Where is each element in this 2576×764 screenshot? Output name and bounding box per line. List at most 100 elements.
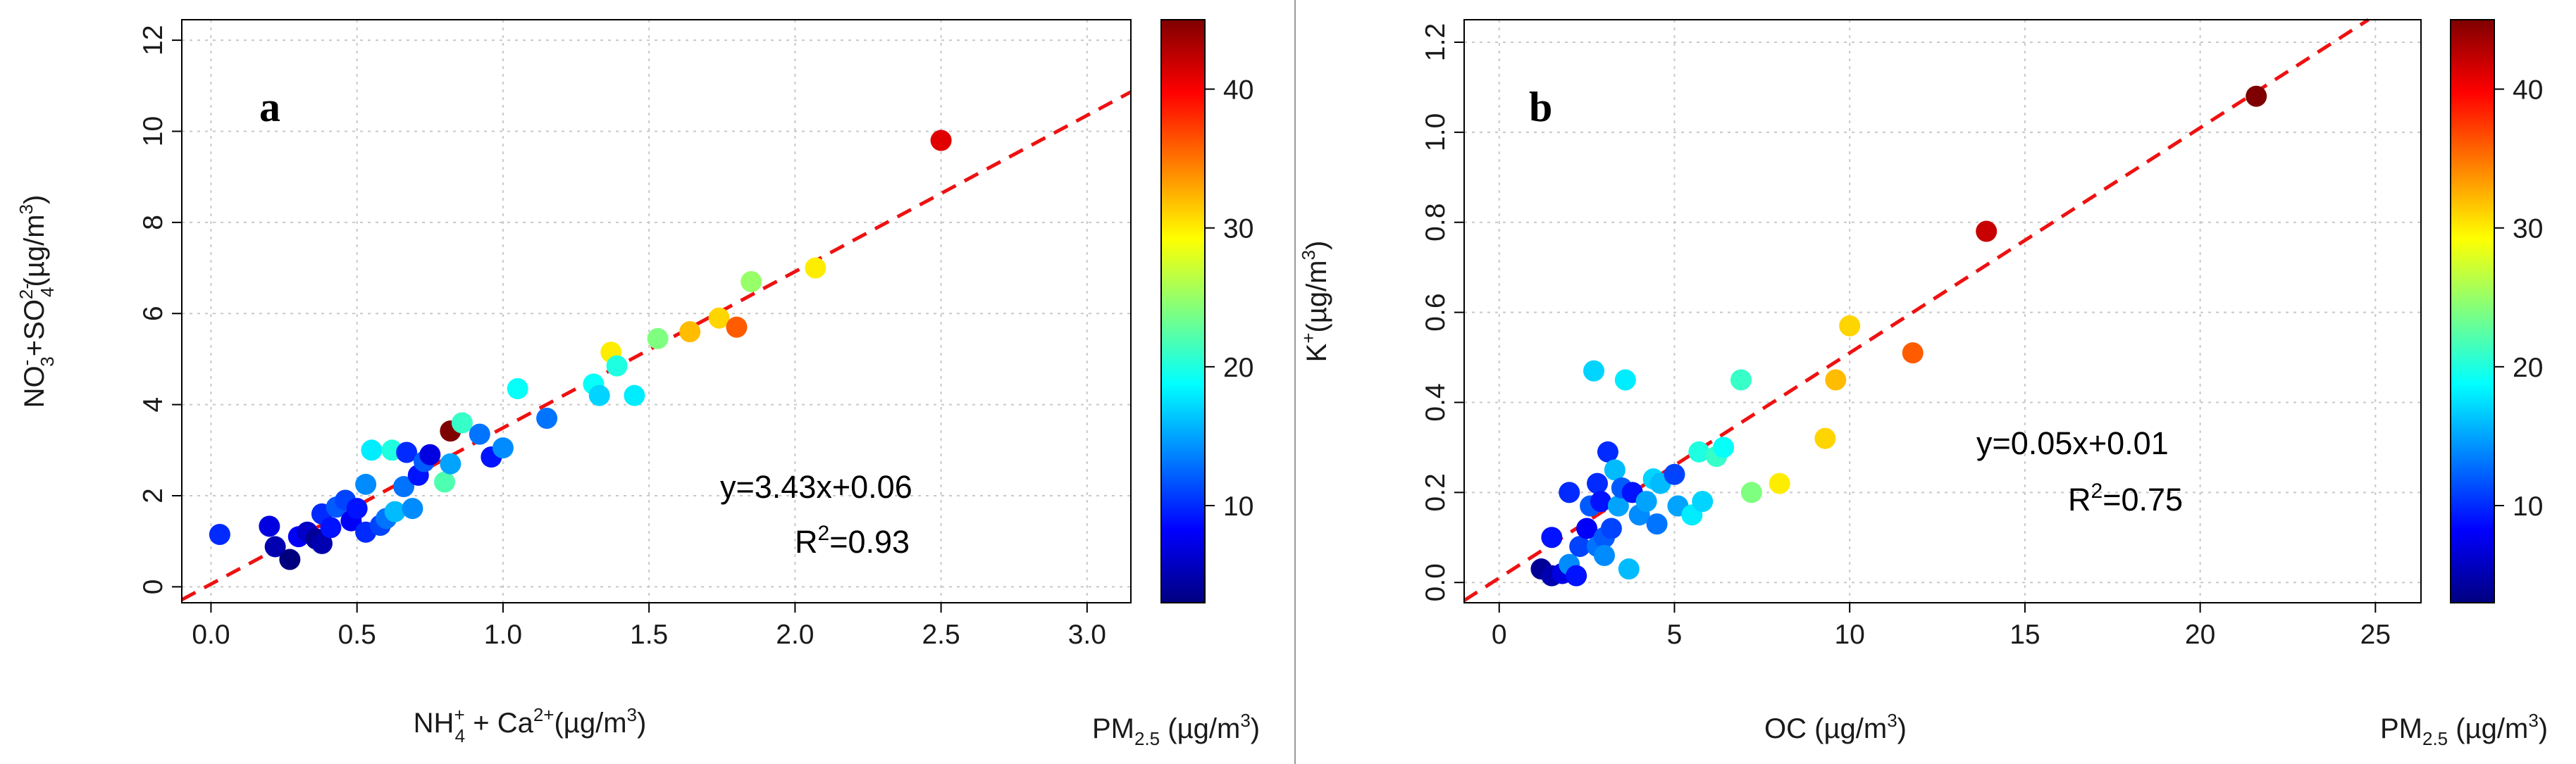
panel-a-y-ticks: 0 2 4 6 8 10 12 — [138, 25, 182, 594]
data-point — [209, 523, 230, 545]
panel-b-x-axis-label: OC (µg/m3) — [1764, 710, 1907, 744]
data-point — [1902, 342, 1924, 364]
data-point — [1541, 527, 1563, 549]
data-point — [1769, 472, 1790, 494]
data-point — [1576, 518, 1598, 539]
panel-b-x-ticks: 0 5 10 15 20 25 — [1492, 603, 2391, 650]
x-tick-label: 0.5 — [338, 620, 376, 650]
data-point — [346, 498, 368, 520]
x-tick-label: 0 — [1492, 620, 1507, 650]
data-point — [469, 423, 490, 445]
panel-a-label: a — [259, 84, 280, 130]
y-tick-label: 1.2 — [1420, 23, 1451, 61]
panel-a-r2: R2=0.93 — [795, 522, 910, 560]
x-tick-label: 15 — [2010, 620, 2040, 650]
colorbar-tick-label: 20 — [1223, 353, 1253, 383]
x-tick-label: 20 — [2185, 620, 2215, 650]
colorbar-tick-label: 10 — [2513, 491, 2543, 522]
panel-b-points — [1530, 85, 2267, 587]
y-tick-label: 0.4 — [1420, 383, 1451, 421]
data-point — [1600, 518, 1622, 539]
panel-a-x-ticks: 0.0 0.5 1.0 1.5 2.0 2.5 3.0 — [192, 603, 1106, 650]
data-point — [679, 321, 701, 343]
y-tick-label: 2 — [138, 488, 168, 503]
data-point — [1587, 472, 1609, 494]
y-tick-label: 0.6 — [1420, 293, 1451, 331]
panel-a-plot-frame — [181, 19, 1132, 603]
data-point — [741, 270, 762, 292]
panel-a-colorbar-label: PM2.5 (µg/m3) — [1092, 710, 1260, 749]
panel-b-r2: R2=0.75 — [2068, 480, 2183, 518]
data-point — [1597, 441, 1618, 463]
data-point — [419, 444, 441, 465]
y-tick-label: 1.0 — [1420, 113, 1451, 151]
x-tick-label: 1.5 — [630, 620, 668, 650]
y-tick-label: 0.8 — [1420, 203, 1451, 242]
panel-a-x-axis-label: NH+ 4 + Ca2+(µg/m3) — [414, 704, 647, 746]
data-point — [1664, 463, 1685, 485]
data-point — [264, 536, 286, 558]
data-point — [1713, 437, 1735, 458]
panel-b-colorbar-ticks: 10 20 30 40 — [2494, 75, 2543, 522]
y-tick-label: 6 — [138, 306, 168, 321]
data-point — [1590, 491, 1611, 513]
data-point — [805, 257, 826, 279]
data-point — [1976, 220, 1998, 242]
panel-b-plot-frame — [1463, 19, 2422, 603]
data-point — [930, 130, 952, 151]
data-point — [1814, 427, 1836, 449]
data-point — [361, 439, 383, 461]
data-point — [492, 437, 514, 459]
data-point — [536, 408, 558, 430]
panel-b-grid — [1464, 20, 2421, 603]
data-point — [1583, 360, 1605, 382]
colorbar-tick-label: 40 — [1223, 75, 1253, 106]
y-tick-label: 10 — [138, 116, 168, 146]
panel-b: 0 5 10 15 20 25 0.0 0.2 0.4 0.6 0.8 1.0 1.2 b y=0.0… — [1298, 18, 2548, 749]
data-point — [1604, 459, 1626, 481]
data-point — [440, 453, 462, 475]
data-point — [588, 384, 610, 406]
x-tick-label: 0.0 — [192, 620, 230, 650]
panel-a-y-axis-label: NO-3+SO2-4(µg/m3) — [16, 195, 58, 408]
data-point — [606, 355, 628, 377]
x-tick-label: 1.0 — [484, 620, 522, 650]
data-point — [434, 471, 456, 493]
x-tick-label: 5 — [1667, 620, 1683, 650]
colorbar-tick-label: 40 — [2513, 75, 2543, 106]
y-tick-label: 4 — [138, 397, 168, 413]
data-point — [1825, 369, 1847, 391]
x-tick-label: 2.5 — [922, 620, 960, 650]
colorbar-tick-label: 20 — [2513, 353, 2543, 383]
data-point — [708, 307, 730, 329]
data-point — [1569, 536, 1591, 558]
data-point — [279, 549, 301, 570]
y-tick-label: 0.0 — [1420, 563, 1451, 601]
data-point — [320, 517, 342, 539]
data-point — [1614, 369, 1636, 391]
data-point — [726, 316, 748, 338]
y-tick-label: 0.2 — [1420, 473, 1451, 511]
data-point — [1618, 558, 1640, 580]
panel-b-fit-equation: y=0.05x+0.01 — [1976, 425, 2169, 461]
data-point — [1593, 544, 1615, 566]
colorbar-tick-label: 30 — [2513, 214, 2543, 244]
panel-b-fit-line — [1463, 18, 2370, 602]
data-point — [2246, 85, 2267, 107]
data-point — [259, 515, 280, 537]
data-point — [311, 532, 333, 554]
data-point — [1688, 441, 1710, 463]
data-point — [1730, 369, 1752, 391]
panel-a-fit-equation: y=3.43x+0.06 — [720, 469, 912, 505]
data-point — [1559, 482, 1580, 503]
panel-a-colorbar — [1160, 19, 1206, 603]
data-point — [1692, 491, 1714, 513]
data-point — [1839, 315, 1861, 337]
panel-a-colorbar-ticks: 10 20 30 40 — [1205, 75, 1253, 522]
y-tick-label: 8 — [138, 215, 168, 230]
data-point — [396, 442, 418, 463]
x-tick-label: 2.0 — [776, 620, 814, 650]
panel-a-grid — [182, 20, 1131, 603]
data-point — [402, 498, 423, 520]
